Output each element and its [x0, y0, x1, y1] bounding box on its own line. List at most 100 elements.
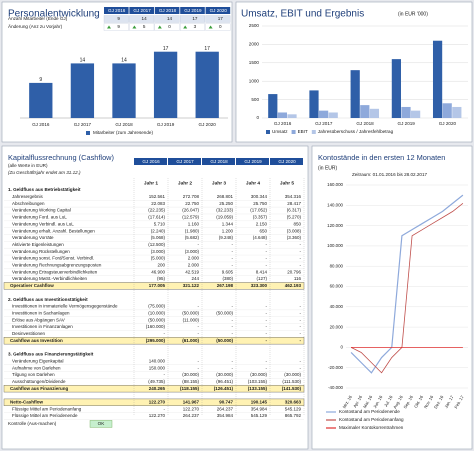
cell-value: 122.270: [149, 400, 166, 405]
cell-value: (30.000): [284, 372, 301, 377]
cell-value: 267.198: [217, 283, 234, 288]
x-tick-label: GJ 2020: [439, 121, 457, 126]
x-tick-label: Jul. 16: [383, 394, 394, 408]
header-cell: [154, 7, 180, 14]
bar: [195, 51, 219, 119]
y-tick-label: 0: [256, 115, 259, 120]
header-cell: [129, 7, 154, 14]
cell-value: -: [300, 331, 302, 336]
header-cell: [180, 7, 205, 14]
row-label: Veränderung Ford. aus LuL: [12, 215, 67, 220]
cell-value: -: [164, 372, 166, 377]
cell-value: -: [232, 324, 234, 329]
row-label: Änderung (Anz zu Vorjahr): [8, 23, 63, 29]
cell-value: -: [300, 304, 302, 309]
cell-value: 5.710: [154, 221, 166, 226]
row-label: Veränderung erhalt. Anzahl. Bestellungen: [12, 228, 95, 233]
chart-subtitle: (in EUR): [318, 165, 338, 171]
legend-label: Kontostand am Periodenende: [339, 409, 400, 414]
cell-value: 150.000: [149, 365, 166, 370]
cell-value: (50.000): [182, 310, 199, 315]
column-header: GJ 2020: [210, 8, 228, 13]
cell-value: -: [198, 324, 200, 329]
cell-value: 0: [168, 24, 171, 29]
cell: [205, 15, 231, 23]
cell-value: 190.145: [251, 400, 268, 405]
cell-value: -: [300, 263, 302, 268]
cell-value: 22.750: [185, 201, 199, 206]
column-header: GJ 2018: [210, 159, 228, 164]
header-cell: [205, 7, 231, 14]
cell-value: (1.980): [185, 228, 200, 233]
section-title: 2. Geldfluss aus Investitionstätigkeit: [8, 297, 88, 302]
bar: [309, 90, 319, 118]
cell-value: (3.357): [253, 215, 268, 220]
cell-value: -: [198, 331, 200, 336]
cell-value: (5.682): [185, 235, 200, 240]
row-label: Flüssige Mittel am Periodenanfang: [12, 406, 82, 411]
period-header: Jahr 5: [280, 180, 294, 186]
cell-value: (50.000): [148, 317, 165, 322]
cell-value: 20.796: [287, 269, 301, 274]
legend-swatch: [291, 130, 296, 134]
header-cell: [236, 158, 269, 165]
cell-value: (295.000): [146, 338, 166, 343]
cell: [154, 15, 180, 23]
cell-value: (12.500): [148, 242, 165, 247]
row-label: Ausschüttungen/Dividende: [12, 379, 66, 384]
x-tick-label: Mai. 16: [362, 394, 374, 409]
panel-cashflow: [1, 145, 309, 450]
cell-value: -: [232, 304, 234, 309]
data-label: 14: [80, 58, 86, 64]
cell-value: 152.561: [149, 194, 166, 199]
cell-value: 1.344: [222, 221, 234, 226]
x-tick-label: Jan. 17: [443, 394, 455, 409]
legend-label: Umsatz: [272, 129, 288, 134]
cell-value: -: [266, 331, 268, 336]
cell-value: 17: [218, 16, 224, 21]
y-tick-label: 60.000: [330, 284, 344, 289]
cell-value: 8.414: [256, 269, 268, 274]
bar: [153, 51, 178, 119]
row-label: Cashflow aus Finanzierung: [10, 386, 69, 391]
bar: [432, 40, 443, 118]
chart-note: Zeitraum: 01.01.2016 bis 28.02.2017: [352, 172, 428, 177]
y-tick-label: 80.000: [330, 263, 344, 268]
cell-value: 545.129: [285, 406, 302, 411]
y-tick-label: 2500: [249, 23, 260, 28]
cell: [103, 23, 129, 31]
x-tick-label: GJ 2019: [157, 122, 175, 127]
y-tick-label: 160.000: [327, 182, 343, 187]
row-label: Jahresergebnis: [12, 194, 44, 199]
cell-value: 42.519: [185, 269, 199, 274]
cell-value: 272.708: [183, 194, 200, 199]
cell: [129, 23, 155, 31]
y-tick-label: 500: [251, 97, 259, 102]
cell-value: 2.000: [188, 263, 200, 268]
bar: [287, 114, 297, 118]
cell-value: 244: [191, 276, 199, 281]
cell-value: 9: [117, 16, 120, 21]
x-tick-label: Nov. 16: [423, 394, 435, 409]
cell-value: -: [266, 249, 268, 254]
x-tick-label: GJ 2017: [315, 121, 333, 126]
cell-value: 321.122: [183, 283, 200, 288]
row-label: Investitionen in immaterielle Vermögensg…: [12, 304, 118, 309]
cell-value: -: [164, 406, 166, 411]
x-tick-label: Feb. 17: [453, 394, 465, 409]
cell-value: 320.663: [285, 400, 302, 405]
cell-value: 354.984: [251, 406, 268, 411]
row-label: Operativer Cashflow: [10, 283, 54, 288]
chart-title: Personalentwicklung: [8, 9, 100, 20]
cell-value: (103.155): [248, 379, 268, 384]
column-header: GJ 2017: [133, 8, 151, 13]
row-label: Erlöse aus Abgängen SAV: [12, 317, 65, 322]
cell-value: (61.000): [182, 338, 199, 343]
cell-value: 14: [142, 16, 148, 21]
x-tick-label: GJ 2018: [356, 121, 374, 126]
cell-value: (19.059): [216, 215, 233, 220]
cell-value: 850: [293, 221, 301, 226]
cell-value: 9: [117, 24, 120, 29]
cell-value: -: [266, 242, 268, 247]
cell-value: 5: [143, 24, 146, 29]
